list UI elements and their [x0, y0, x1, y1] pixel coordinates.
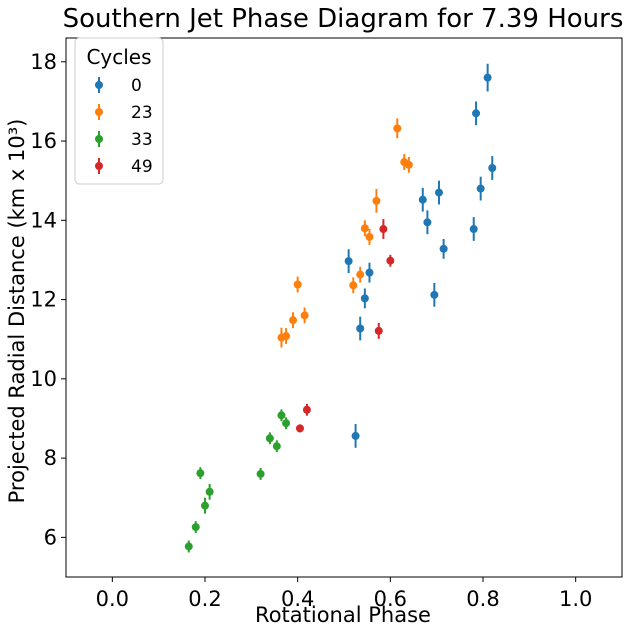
legend-marker	[95, 108, 103, 116]
data-point	[472, 109, 481, 118]
y-axis-ticks: 6 8 10 12 14 16 18	[30, 50, 66, 549]
series-33	[184, 409, 291, 553]
x-tick-label: 0.8	[466, 587, 499, 611]
legend-entry-23: 23	[95, 103, 153, 123]
legend-label: 23	[131, 103, 153, 123]
legend-title: Cycles	[86, 45, 151, 69]
x-axis-ticks: 0.0 0.2 0.4 0.6 0.8 1.0	[96, 577, 592, 611]
legend-entry-33: 33	[95, 130, 153, 150]
data-point	[282, 419, 291, 428]
data-point	[379, 225, 388, 234]
data-point	[205, 487, 214, 496]
series-0	[344, 63, 497, 448]
data-point	[430, 290, 439, 299]
data-point	[356, 270, 365, 279]
legend-marker	[95, 135, 103, 143]
data-point	[374, 326, 383, 335]
data-point	[434, 188, 443, 197]
x-tick-label: 0.0	[96, 587, 129, 611]
data-point	[256, 469, 265, 478]
legend-entries: 0 23 33 49	[95, 76, 153, 177]
data-point	[360, 224, 369, 233]
y-tick-label: 10	[30, 367, 57, 391]
y-tick-label: 12	[30, 288, 57, 312]
y-tick-label: 8	[44, 446, 57, 470]
data-point	[439, 244, 448, 253]
series-23	[277, 118, 413, 348]
data-point	[277, 411, 286, 420]
data-point	[476, 184, 485, 193]
data-point	[386, 256, 395, 265]
legend-entry-49: 49	[95, 157, 153, 177]
series-49	[295, 219, 395, 433]
data-point	[360, 294, 369, 303]
data-point	[356, 324, 365, 333]
data-point	[302, 405, 311, 414]
legend-label: 33	[131, 130, 153, 150]
data-point	[349, 281, 358, 290]
y-tick-label: 18	[30, 50, 57, 74]
data-point	[184, 542, 193, 551]
legend-label: 0	[131, 76, 142, 96]
y-tick-label: 6	[44, 525, 57, 549]
data-point	[282, 332, 291, 341]
data-point	[365, 232, 374, 241]
legend-marker	[95, 81, 103, 89]
legend-label: 49	[131, 157, 153, 177]
data-point	[483, 73, 492, 82]
data-points	[184, 63, 497, 553]
data-point	[393, 124, 402, 133]
data-point	[351, 431, 360, 440]
y-tick-label: 14	[30, 208, 57, 232]
data-point	[344, 257, 353, 266]
data-point	[293, 280, 302, 289]
data-point	[469, 225, 478, 234]
data-point	[372, 196, 381, 205]
legend-marker	[95, 162, 103, 170]
data-point	[300, 311, 309, 320]
data-point	[201, 501, 209, 510]
data-point	[265, 434, 274, 443]
x-axis-label: Rotational Phase	[255, 603, 431, 627]
plot-frame	[65, 37, 623, 578]
data-point	[404, 160, 413, 169]
chart-title: Southern Jet Phase Diagram for 7.39 Hour…	[63, 4, 624, 34]
data-point	[295, 424, 304, 433]
x-tick-label: 1.0	[559, 587, 592, 611]
data-point	[365, 268, 374, 277]
legend: Cycles 0 23 33 49	[74, 37, 164, 185]
data-point	[423, 218, 432, 227]
data-point	[289, 316, 298, 325]
legend-box	[74, 37, 164, 185]
data-point	[488, 163, 497, 172]
y-tick-label: 16	[30, 129, 57, 153]
x-tick-label: 0.2	[188, 587, 221, 611]
data-point	[191, 523, 200, 532]
legend-entry-0: 0	[95, 76, 142, 96]
data-point	[418, 195, 427, 204]
y-axis-label: Projected Radial Distance (km x 10³)	[5, 119, 29, 504]
x-tick-label: 0.4	[281, 587, 314, 611]
data-point	[272, 442, 281, 451]
x-tick-label: 0.6	[374, 587, 407, 611]
data-point	[196, 469, 205, 478]
